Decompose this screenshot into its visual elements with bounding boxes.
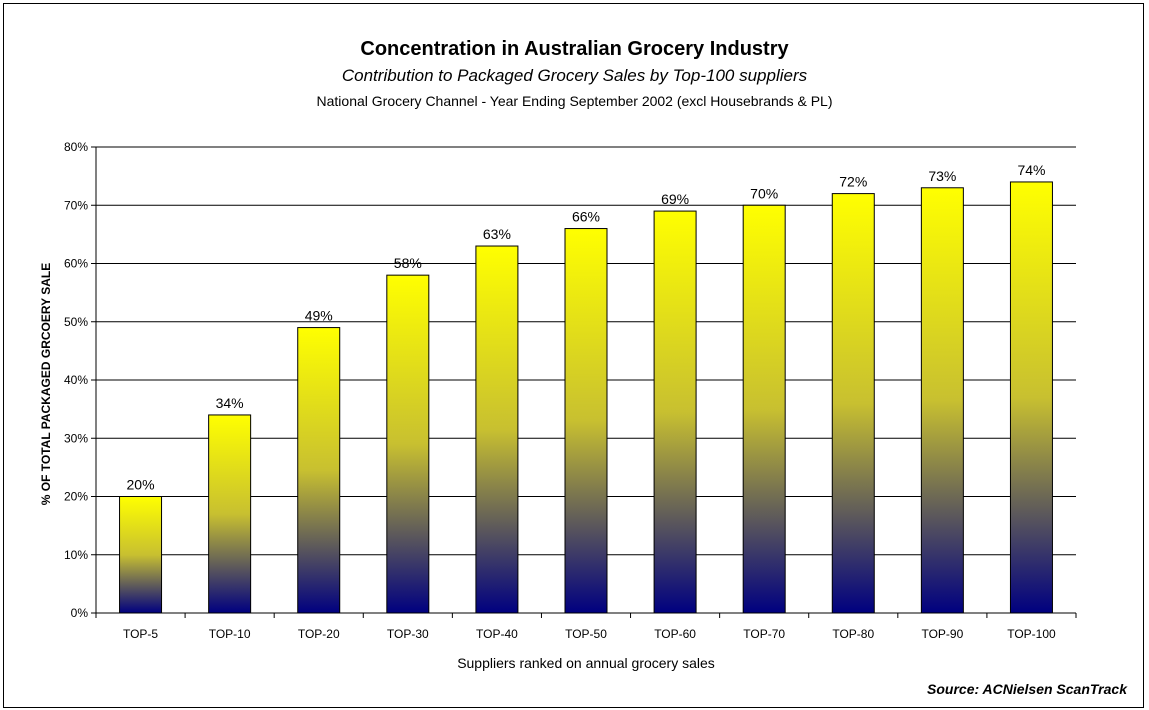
bar	[831, 193, 875, 614]
x-tick-label: TOP-50	[565, 627, 607, 641]
y-tick-label: 70%	[64, 198, 88, 212]
bar	[208, 414, 252, 614]
data-label: 49%	[305, 308, 333, 324]
data-label: 70%	[750, 185, 778, 201]
y-tick-label: 20%	[64, 490, 88, 504]
bar	[1009, 181, 1053, 614]
x-tick-label: TOP-5	[123, 627, 158, 641]
data-label: 72%	[839, 174, 867, 190]
chart-subtitle: Contribution to Packaged Grocery Sales b…	[341, 66, 808, 85]
bar	[119, 496, 163, 614]
data-label: 34%	[216, 395, 244, 411]
data-label: 69%	[661, 191, 689, 207]
data-label: 58%	[394, 255, 422, 271]
data-label: 66%	[572, 209, 600, 225]
x-tick-label: TOP-90	[921, 627, 963, 641]
x-tick-label: TOP-40	[476, 627, 518, 641]
bar	[742, 204, 786, 614]
x-tick-label: TOP-20	[298, 627, 340, 641]
y-tick-label: 0%	[71, 606, 89, 620]
bar	[475, 245, 519, 614]
bar	[564, 228, 608, 614]
x-tick-label: TOP-30	[387, 627, 429, 641]
data-label: 20%	[127, 477, 155, 493]
x-tick-label: TOP-60	[654, 627, 696, 641]
x-tick-label: TOP-80	[832, 627, 874, 641]
bar	[920, 187, 964, 614]
data-label: 63%	[483, 226, 511, 242]
y-tick-label: 80%	[64, 140, 88, 154]
chart-title: Concentration in Australian Grocery Indu…	[360, 38, 789, 60]
data-label: 73%	[928, 168, 956, 184]
y-axis-label: % OF TOTAL PACKAGED GRCOERY SALE	[39, 263, 53, 505]
chart-frame	[3, 3, 1144, 708]
y-tick-label: 60%	[64, 257, 88, 271]
x-tick-label: TOP-10	[209, 627, 251, 641]
y-tick-label: 50%	[64, 315, 88, 329]
source-note: Source: ACNielsen ScanTrack	[927, 681, 1127, 697]
x-axis-label: Suppliers ranked on annual grocery sales	[457, 655, 715, 671]
y-tick-label: 40%	[64, 373, 88, 387]
y-tick-label: 10%	[64, 548, 88, 562]
bar	[653, 210, 697, 614]
x-tick-label: TOP-100	[1007, 627, 1056, 641]
bar	[386, 274, 430, 614]
chart-subtitle-secondary: National Grocery Channel - Year Ending S…	[316, 93, 833, 109]
x-tick-label: TOP-70	[743, 627, 785, 641]
y-tick-label: 30%	[64, 431, 88, 445]
data-label: 74%	[1017, 162, 1045, 178]
bar	[297, 327, 341, 614]
